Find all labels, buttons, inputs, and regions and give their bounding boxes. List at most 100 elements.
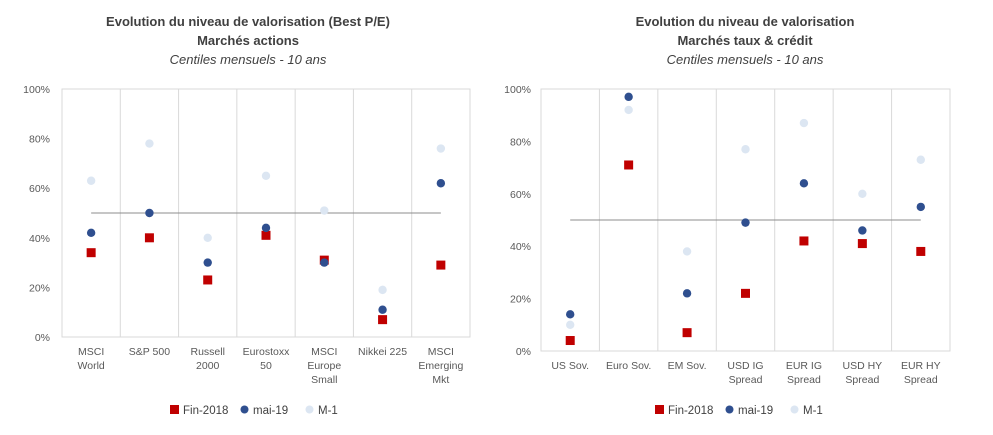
data-point-fin-2018 — [682, 328, 692, 338]
legend-label: M-1 — [318, 405, 338, 417]
data-point-m-1 — [624, 105, 633, 115]
x-category-label-line: EUR HY — [901, 360, 941, 372]
data-point-mai-19 — [916, 202, 925, 212]
legend-marker-fin-2018 — [655, 405, 664, 414]
x-category-label: Euro Sov. — [606, 360, 651, 372]
data-point-mai-19 — [203, 258, 212, 267]
x-category-label-line: Spread — [787, 374, 821, 386]
x-category-label-line: Europe — [307, 360, 341, 372]
plot-area — [540, 88, 951, 352]
data-point-mai-19 — [145, 208, 154, 218]
legend-marker-mai-19 — [240, 405, 249, 414]
chart-panel-rates-credit: Evolution du niveau de valorisation Marc… — [497, 0, 993, 435]
data-point-fin-2018 — [624, 160, 634, 170]
x-category-label: EUR IG Spread — [786, 360, 822, 386]
plot-area — [61, 88, 471, 338]
rates-credit-chart-svg: 0% 20% 40% 60% 80% 100% US Sov. Euro Sov. EM Sov… — [504, 84, 951, 417]
chart-subtitle: Marchés taux & crédit — [677, 33, 813, 48]
data-point-fin-2018 — [203, 275, 213, 285]
data-point-fin-2018 — [916, 246, 926, 256]
legend-marker-m-1 — [790, 405, 799, 414]
x-category-label-line: 50 — [260, 360, 272, 372]
data-point-m-1 — [261, 171, 271, 180]
x-category-label: EM Sov. — [668, 360, 707, 372]
x-category-label-line: Eurostoxx — [243, 346, 290, 358]
data-point-fin-2018 — [261, 230, 271, 240]
x-category-label: EUR HY Spread — [901, 360, 941, 386]
legend-marker-m-1 — [305, 405, 314, 414]
x-category-label-line: Nikkei 225 — [358, 346, 407, 358]
data-point-m-1 — [858, 189, 867, 198]
chart-panel-equity: Evolution du niveau de valorisation (Bes… — [0, 0, 496, 435]
x-category-label-line: Spread — [729, 374, 763, 386]
x-category-label-line: Spread — [845, 374, 879, 386]
x-category-label: Russell 2000 — [190, 346, 224, 372]
data-point-mai-19 — [799, 179, 809, 188]
x-category-label: S&P 500 — [129, 346, 170, 358]
x-category-label: MSCI Emerging Mkt — [418, 346, 463, 386]
x-category-label-line: EUR IG — [786, 360, 822, 372]
x-category-label-line: US Sov. — [551, 360, 589, 372]
data-point-mai-19 — [566, 310, 575, 319]
chart-title: Evolution du niveau de valorisation — [635, 14, 855, 29]
legend-label: M-1 — [803, 405, 823, 417]
y-tick-label: 80% — [510, 136, 531, 148]
chart-title-block: Evolution du niveau de valorisation Marc… — [497, 12, 993, 69]
chart-subtitle-italic: Centiles mensuels - 10 ans — [666, 52, 824, 67]
x-category-label-line: S&P 500 — [129, 346, 170, 358]
data-point-mai-19 — [261, 223, 271, 233]
data-point-m-1 — [320, 206, 329, 215]
y-tick-label: 60% — [29, 183, 50, 195]
data-point-m-1 — [436, 144, 446, 153]
x-category-label: Eurostoxx 50 — [243, 346, 290, 372]
x-category-label-line: Emerging — [418, 360, 463, 372]
y-tick-label: 0% — [35, 332, 50, 344]
x-category-label-line: Spread — [904, 374, 938, 386]
data-point-m-1 — [378, 285, 387, 295]
data-point-fin-2018 — [86, 248, 96, 258]
y-tick-label: 20% — [29, 282, 50, 294]
chart-subtitle-italic: Centiles mensuels - 10 ans — [169, 52, 327, 67]
x-category-label-line: MSCI — [78, 346, 104, 358]
y-tick-label: 60% — [510, 189, 531, 201]
data-point-mai-19 — [320, 258, 329, 267]
data-point-m-1 — [145, 139, 154, 148]
x-category-label-line: Euro Sov. — [606, 360, 651, 372]
data-point-m-1 — [86, 176, 96, 185]
x-category-label-line: MSCI — [428, 346, 454, 358]
y-tick-label: 40% — [510, 241, 531, 253]
legend-label: Fin-2018 — [183, 405, 228, 417]
x-category-label-line: USD IG — [727, 360, 763, 372]
x-category-label-line: Russell — [190, 346, 224, 358]
data-point-mai-19 — [436, 179, 446, 188]
data-point-mai-19 — [378, 305, 387, 314]
data-point-fin-2018 — [857, 239, 867, 249]
y-tick-label: 20% — [510, 294, 531, 306]
legend-marker-mai-19 — [725, 405, 734, 414]
data-point-fin-2018 — [378, 315, 388, 325]
data-point-m-1 — [566, 320, 575, 329]
data-point-m-1 — [682, 247, 692, 256]
data-point-m-1 — [916, 155, 925, 164]
x-category-label-line: USD HY — [843, 360, 883, 372]
legend-label: Fin-2018 — [668, 405, 713, 417]
data-point-mai-19 — [682, 289, 692, 298]
x-category-label: MSCI Europe Small — [307, 346, 341, 386]
x-category-label-line: World — [78, 360, 105, 372]
x-category-label: US Sov. — [551, 360, 589, 372]
data-point-fin-2018 — [565, 336, 575, 346]
y-tick-label: 100% — [504, 84, 531, 96]
x-category-label: Nikkei 225 — [358, 346, 407, 358]
data-point-m-1 — [203, 233, 212, 242]
chart-title: Evolution du niveau de valorisation (Bes… — [106, 14, 390, 29]
data-point-mai-19 — [86, 228, 96, 238]
data-point-m-1 — [741, 145, 750, 154]
data-point-mai-19 — [858, 226, 867, 235]
data-point-m-1 — [799, 118, 809, 128]
data-point-fin-2018 — [436, 260, 446, 270]
x-category-label-line: 2000 — [196, 360, 220, 372]
x-category-label-line: MSCI — [311, 346, 337, 358]
data-point-fin-2018 — [741, 288, 750, 298]
legend-label: mai-19 — [253, 405, 288, 417]
y-tick-label: 40% — [29, 233, 50, 245]
